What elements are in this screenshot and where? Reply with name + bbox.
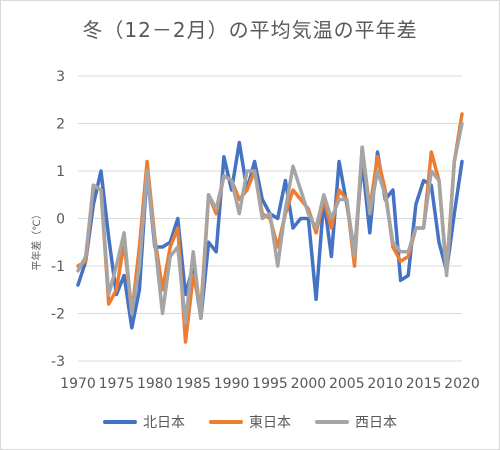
legend: 北日本 東日本 西日本 — [0, 412, 500, 432]
legend-label: 西日本 — [355, 415, 397, 431]
y-tick-labels: 3 2 1 0 -1 -2 -3 — [51, 69, 65, 370]
legend-swatch — [315, 420, 349, 424]
x-tick-label: 2010 — [367, 376, 403, 392]
x-tick-label: 2000 — [291, 376, 327, 392]
x-tick-label: 2005 — [329, 376, 365, 392]
series-lines — [76, 112, 464, 344]
y-axis-label: 平年差（℃） — [30, 209, 43, 270]
y-tick-label: 2 — [56, 117, 65, 133]
series-line-2 — [76, 121, 464, 325]
y-tick-label: -3 — [51, 354, 65, 370]
x-tick-label: 2015 — [406, 376, 442, 392]
x-tick-label: 1970 — [60, 376, 96, 392]
y-tick-label: 0 — [56, 212, 65, 228]
legend-swatch — [209, 420, 243, 424]
legend-swatch — [103, 420, 137, 424]
x-tick-labels: 1970 1975 1980 1985 1990 1995 2000 2005 2010 2015… — [60, 376, 480, 392]
y-tick-label: 3 — [56, 69, 65, 85]
legend-item: 西日本 — [315, 412, 397, 432]
x-tick-label: 2020 — [444, 376, 480, 392]
gridlines — [78, 75, 462, 362]
x-tick-label: 1995 — [252, 376, 288, 392]
legend-label: 北日本 — [143, 415, 185, 431]
y-tick-label: -2 — [51, 307, 65, 323]
legend-item: 北日本 — [103, 412, 185, 432]
x-tick-label: 1980 — [137, 376, 173, 392]
legend-item: 東日本 — [209, 412, 291, 432]
x-tick-label: 1975 — [99, 376, 135, 392]
y-tick-label: 1 — [56, 164, 65, 180]
x-tick-label: 1990 — [214, 376, 250, 392]
chart-title: 冬（12－2月）の平均気温の平年差 — [82, 18, 418, 42]
legend-label: 東日本 — [249, 415, 291, 431]
y-tick-label: -1 — [51, 259, 65, 275]
x-tick-label: 1985 — [175, 376, 211, 392]
